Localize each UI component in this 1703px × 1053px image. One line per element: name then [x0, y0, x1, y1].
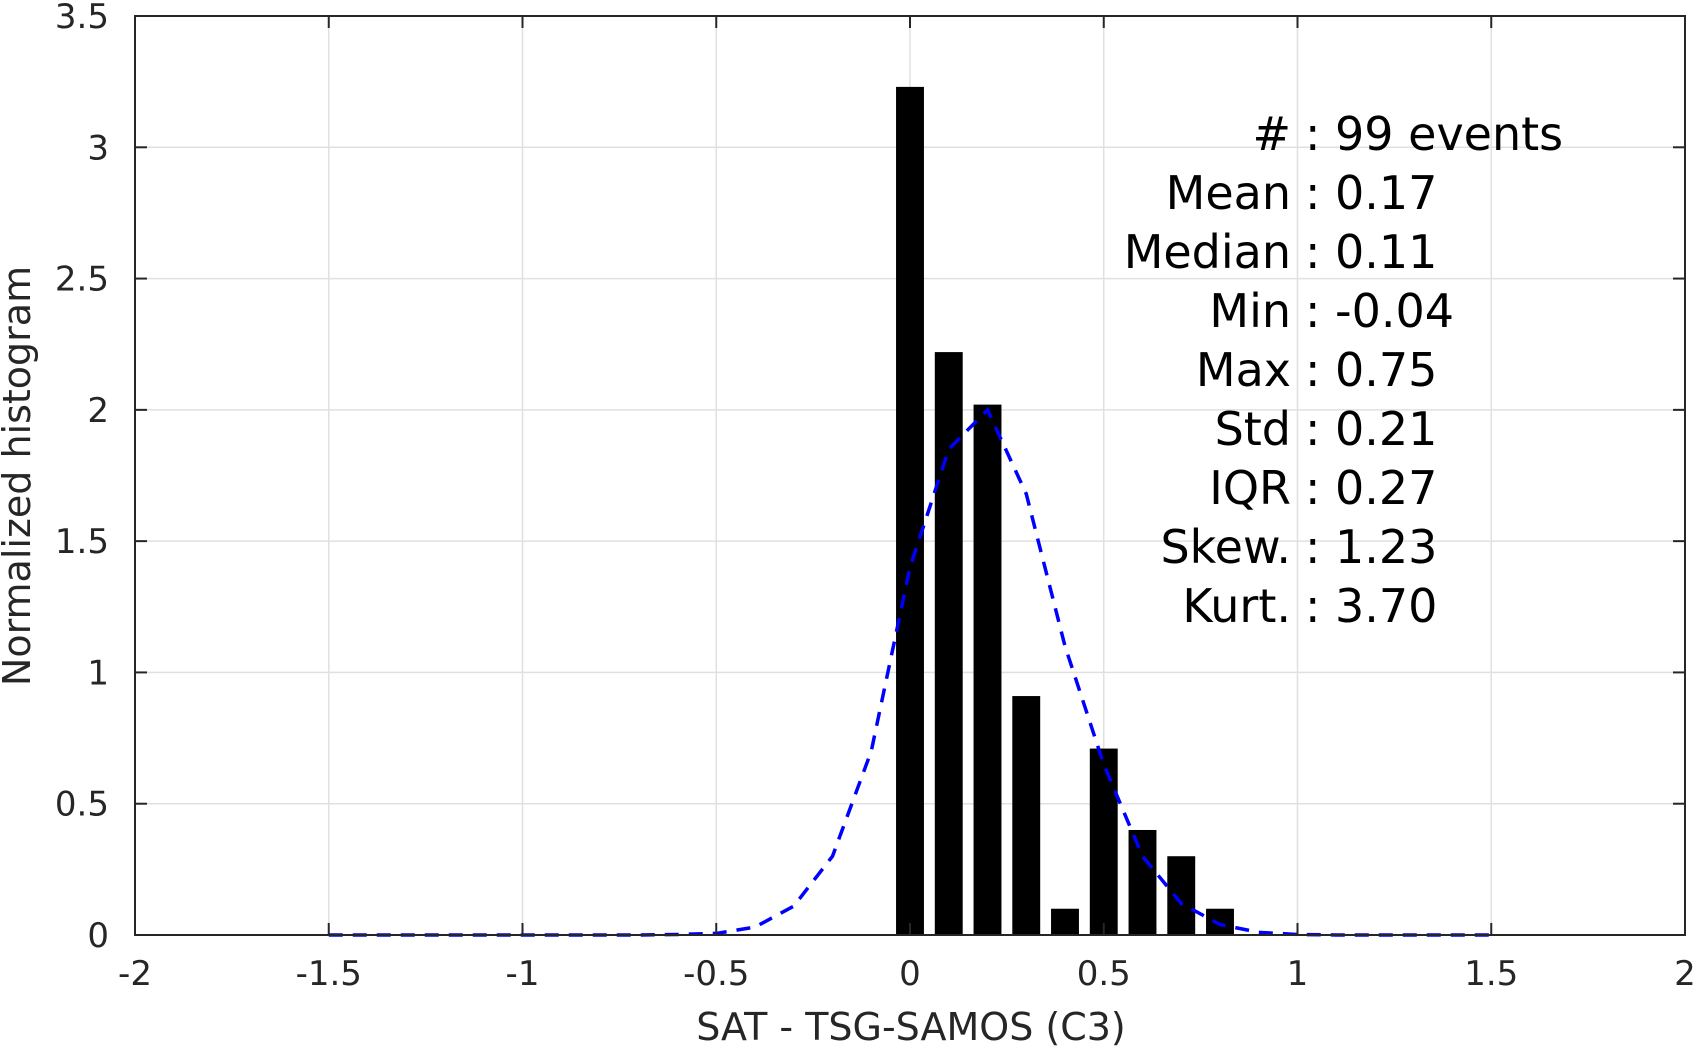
x-tick-label: -0.5 [683, 954, 749, 994]
stat-value: 0.27 [1335, 461, 1437, 515]
y-axis-label: Normalized histogram [0, 266, 39, 686]
y-tick-label: 3.5 [55, 0, 109, 37]
stat-label: Max [1196, 343, 1291, 397]
x-tick-label: 2 [1674, 954, 1696, 994]
histogram-bar [1051, 908, 1079, 935]
stat-separator: : [1305, 402, 1321, 456]
stat-value: 0.11 [1335, 225, 1437, 279]
x-axis-label: SAT - TSG-SAMOS (C3) [696, 1005, 1126, 1049]
stat-label: Skew. [1160, 520, 1291, 574]
x-tick-label: 0 [899, 954, 921, 994]
histogram-bar [896, 86, 924, 935]
x-tick-label: 1.5 [1464, 954, 1518, 994]
stat-value: 0.21 [1335, 402, 1437, 456]
stat-value: 0.75 [1335, 343, 1437, 397]
stat-label: Min [1209, 284, 1291, 338]
y-tick-label: 2.5 [55, 260, 109, 300]
histogram-bar [973, 404, 1002, 935]
histogram-bar [1012, 696, 1041, 935]
stat-value: 1.23 [1335, 520, 1437, 574]
stat-label: Std [1215, 402, 1291, 456]
stat-separator: : [1305, 461, 1321, 515]
x-tick-label: -1 [506, 954, 540, 994]
stat-separator: : [1305, 166, 1321, 220]
stat-separator: : [1305, 520, 1321, 574]
stat-separator: : [1305, 284, 1321, 338]
x-tick-label: -1.5 [296, 954, 362, 994]
stat-label: IQR [1209, 461, 1291, 515]
stat-label: Median [1124, 225, 1291, 279]
stat-value: 0.17 [1335, 166, 1437, 220]
stat-separator: : [1305, 579, 1321, 633]
histogram-bars [896, 86, 1234, 935]
histogram-bar [1167, 856, 1196, 935]
stat-value: 99 events [1335, 107, 1563, 161]
stat-label: Kurt. [1182, 579, 1291, 633]
y-tick-label: 1.5 [55, 522, 109, 562]
tick-labels: -2 -1.5 -1 -0.5 0 0.5 1 1.5 2 0 0.5 1 1.5 2 2.5 3 3.5 [55, 0, 1696, 994]
stat-label: # [1252, 107, 1291, 161]
histogram-bar [1089, 748, 1118, 935]
y-tick-label: 3 [87, 128, 109, 168]
histogram-bar [934, 352, 963, 935]
x-tick-label: -2 [118, 954, 152, 994]
y-tick-label: 0 [87, 916, 109, 956]
stat-value: 3.70 [1335, 579, 1437, 633]
histogram-bar [1128, 829, 1157, 935]
stat-value: -0.04 [1335, 284, 1454, 338]
x-tick-label: 0.5 [1077, 954, 1131, 994]
x-tick-label: 1 [1287, 954, 1309, 994]
stat-label: Mean [1166, 166, 1291, 220]
stat-separator: : [1305, 343, 1321, 397]
y-tick-label: 0.5 [55, 785, 109, 825]
histogram-bar [1206, 908, 1234, 935]
stat-separator: : [1305, 107, 1321, 161]
y-tick-label: 1 [87, 653, 109, 693]
axes [134, 15, 1686, 936]
stat-separator: : [1305, 225, 1321, 279]
y-tick-label: 2 [87, 391, 109, 431]
